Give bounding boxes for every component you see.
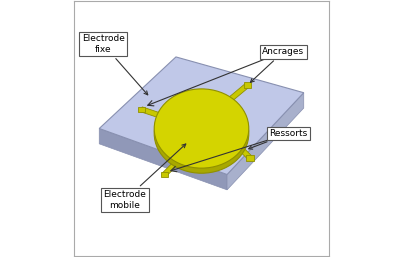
Text: Ancrages: Ancrages — [250, 47, 304, 82]
Polygon shape — [163, 153, 185, 176]
Polygon shape — [223, 83, 249, 106]
Polygon shape — [99, 128, 227, 190]
Polygon shape — [99, 57, 304, 175]
Ellipse shape — [154, 89, 249, 168]
Polygon shape — [227, 93, 304, 190]
Text: Electrode
fixe: Electrode fixe — [82, 34, 148, 95]
Text: Electrode
mobile: Electrode mobile — [104, 144, 186, 210]
Text: Ressorts: Ressorts — [249, 129, 307, 149]
Bar — [247, 155, 253, 161]
Polygon shape — [231, 138, 252, 160]
Bar — [244, 82, 251, 88]
Bar — [161, 172, 168, 177]
Ellipse shape — [154, 94, 249, 173]
Bar — [138, 106, 145, 112]
Polygon shape — [141, 107, 173, 122]
